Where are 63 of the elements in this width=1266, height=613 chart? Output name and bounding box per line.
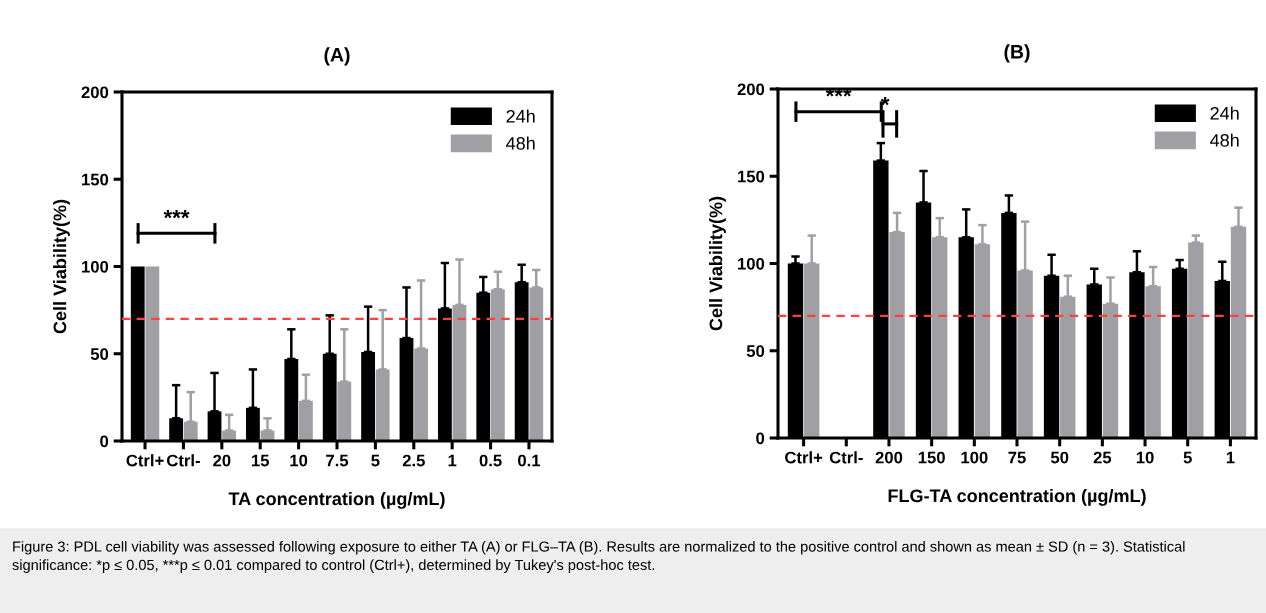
bar [974,244,991,438]
bar [1102,303,1119,438]
x-tick-label: 0.1 [518,454,541,467]
x-tick-label: 200 [875,451,903,464]
bar [298,400,313,441]
x-axis-title: FLG-TA concentration (µg/mL) [888,488,1146,506]
x-tick-label: 1 [1226,451,1235,464]
y-axis-title: Cell Viability(%) [53,199,70,334]
bar [1188,242,1204,438]
x-tick-label: Ctrl+ [785,451,823,464]
annotation: * [880,97,890,106]
x-tick-label: 50 [1050,451,1069,464]
bar [490,289,505,441]
bar [375,369,390,441]
x-tick-label: 5 [371,454,380,467]
bar [452,304,467,441]
y-tick-label: 50 [746,345,765,357]
bar [529,287,544,441]
y-tick-label: 0 [100,435,109,448]
x-tick-label: 15 [252,454,270,467]
y-tick-label: 0 [756,432,765,445]
x-tick-label: Ctrl- [166,454,200,467]
annotation: *** [163,209,190,219]
chart-title: (A) [324,47,350,66]
legend-label: 24h [506,109,535,123]
bar [145,266,160,441]
legend-label: 48h [506,136,535,150]
y-tick-label: 150 [738,170,765,183]
x-tick-label: 150 [918,451,945,464]
y-tick-label: 50 [90,348,109,360]
bar [1145,286,1161,438]
x-axis-title: TA concentration (µg/mL) [228,491,445,509]
x-tick-label: 75 [1008,451,1026,464]
caption: Figure 3: PDL cell viability was assessed following exposure to either TA (A) or FLG–TA (B). Results are normalized to the positive control and shown as mean ± SD (n = 3). Statistical significance: *p ≤ 0.05, ***p ≤ 0.01 compared to control (Ctrl+), determined by Tukey's post-hoc test. [12,541,1185,573]
bar [414,348,428,441]
x-tick-label: 25 [1093,451,1112,464]
y-tick-label: 200 [81,86,109,99]
chart-title: (B) [1004,44,1030,63]
bar [932,237,948,438]
x-tick-label: 5 [1183,451,1192,464]
x-tick-label: Ctrl- [829,451,863,464]
bar [804,263,820,438]
x-tick-label: 100 [961,451,988,464]
x-tick-label: 0.5 [479,454,502,467]
x-tick-label: 1 [448,454,457,467]
bar [1017,270,1033,438]
x-tick-label: 20 [213,454,231,467]
x-tick-label: Ctrl+ [126,454,164,467]
legend-label: 24h [1210,106,1239,120]
bar [889,232,905,438]
y-tick-label: 150 [82,173,109,186]
x-tick-label: 2.5 [402,454,425,467]
y-tick-label: 100 [738,257,765,270]
y-axis-title: Cell Viability(%) [709,196,726,331]
y-tick-label: 200 [737,83,765,96]
legend-label: 48h [1210,133,1239,147]
y-tick-label: 100 [82,260,109,273]
x-tick-label: 10 [1136,451,1154,464]
x-tick-label: 7.5 [326,454,349,467]
bar [337,381,352,441]
bar [1060,296,1076,438]
x-tick-label: 10 [290,454,308,467]
bar [1230,226,1247,438]
